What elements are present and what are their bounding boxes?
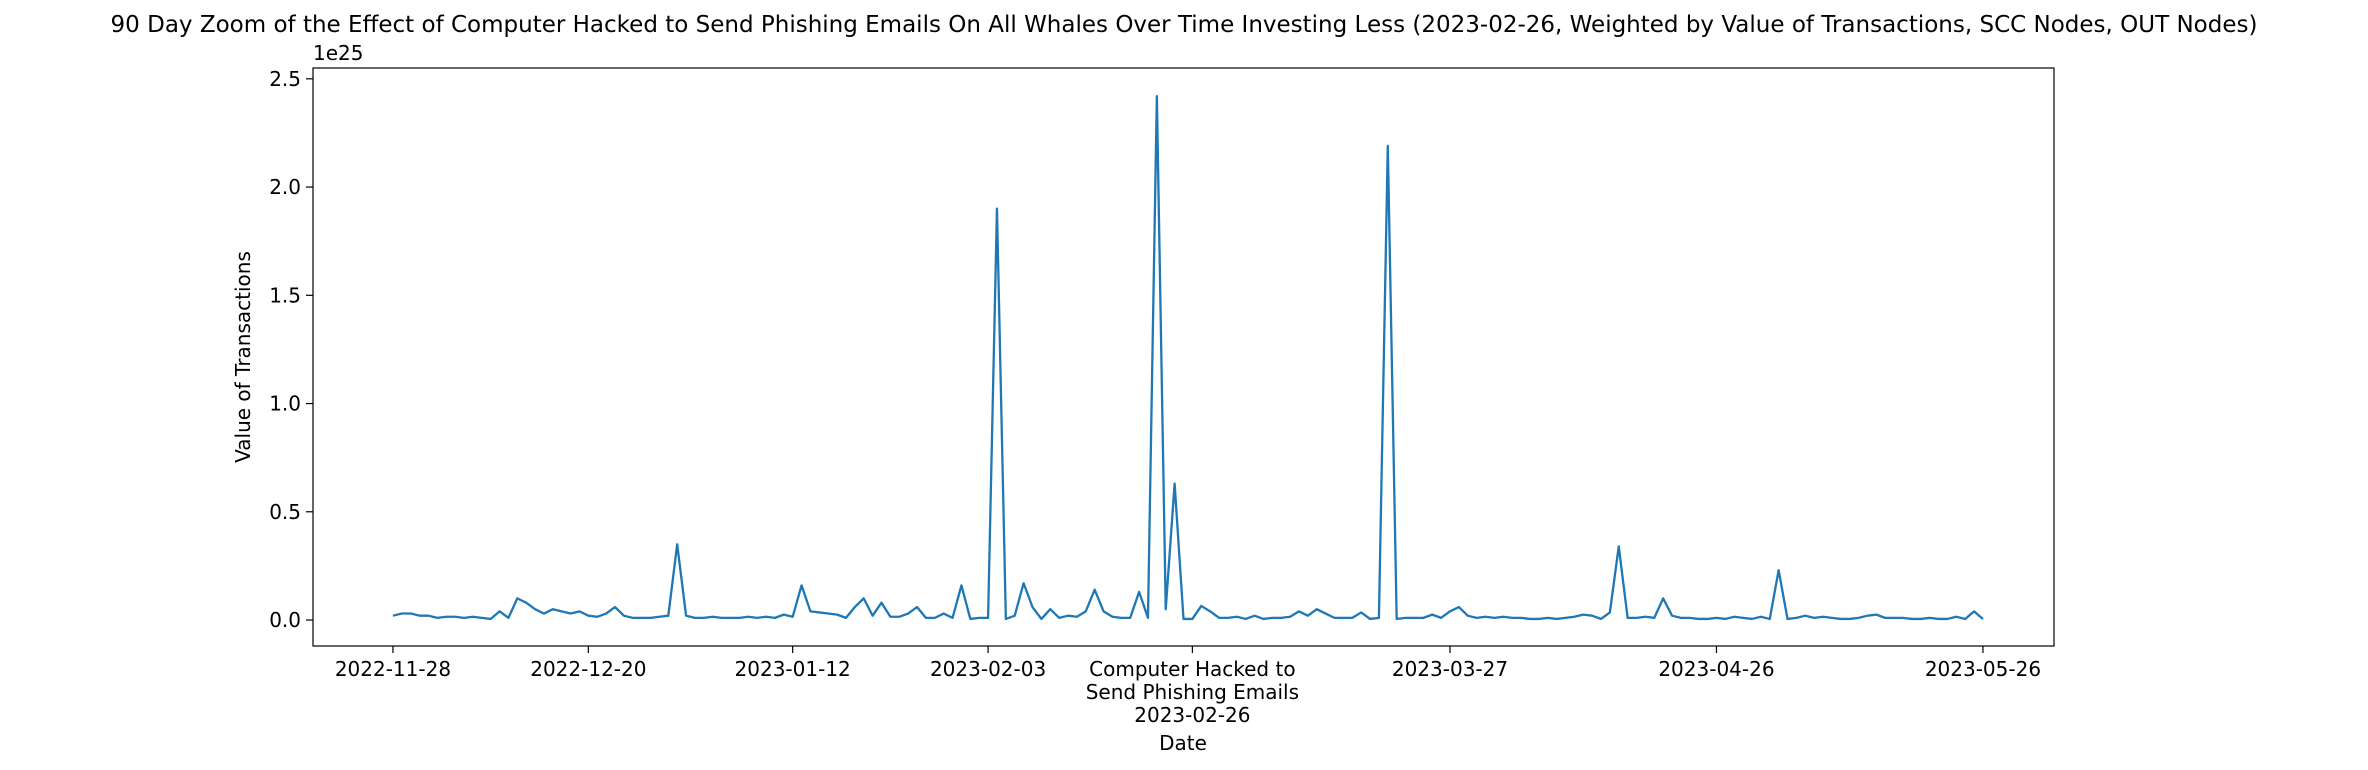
x-tick-label: Computer Hacked to Send Phishing Emails 20… [1086, 657, 1299, 727]
y-tick-label: 1.5 [269, 283, 301, 307]
x-tick-label: 2022-12-20 [530, 657, 646, 681]
x-tick-label: 2022-11-28 [335, 657, 451, 681]
y-tick-label: 2.5 [269, 67, 301, 91]
x-axis-label: Date [1159, 731, 1207, 755]
y-axis-label: Value of Transactions [231, 251, 255, 463]
y-tick-label: 2.0 [269, 175, 301, 199]
x-tick-label: 2023-04-26 [1658, 657, 1774, 681]
y-tick-label: 1.0 [269, 392, 301, 416]
y-offset-label: 1e25 [313, 41, 363, 65]
x-tick-label: 2023-02-03 [930, 657, 1046, 681]
x-tick-label: 2023-03-27 [1392, 657, 1508, 681]
x-tick-label: 2023-05-26 [1925, 657, 2041, 681]
y-tick-label: 0.0 [269, 608, 301, 632]
plot-frame [312, 67, 2055, 647]
y-tick-label: 0.5 [269, 500, 301, 524]
chart-title: 90 Day Zoom of the Effect of Computer Ha… [111, 12, 2258, 38]
line-series [392, 94, 1984, 621]
x-tick-label: 2023-01-12 [735, 657, 851, 681]
